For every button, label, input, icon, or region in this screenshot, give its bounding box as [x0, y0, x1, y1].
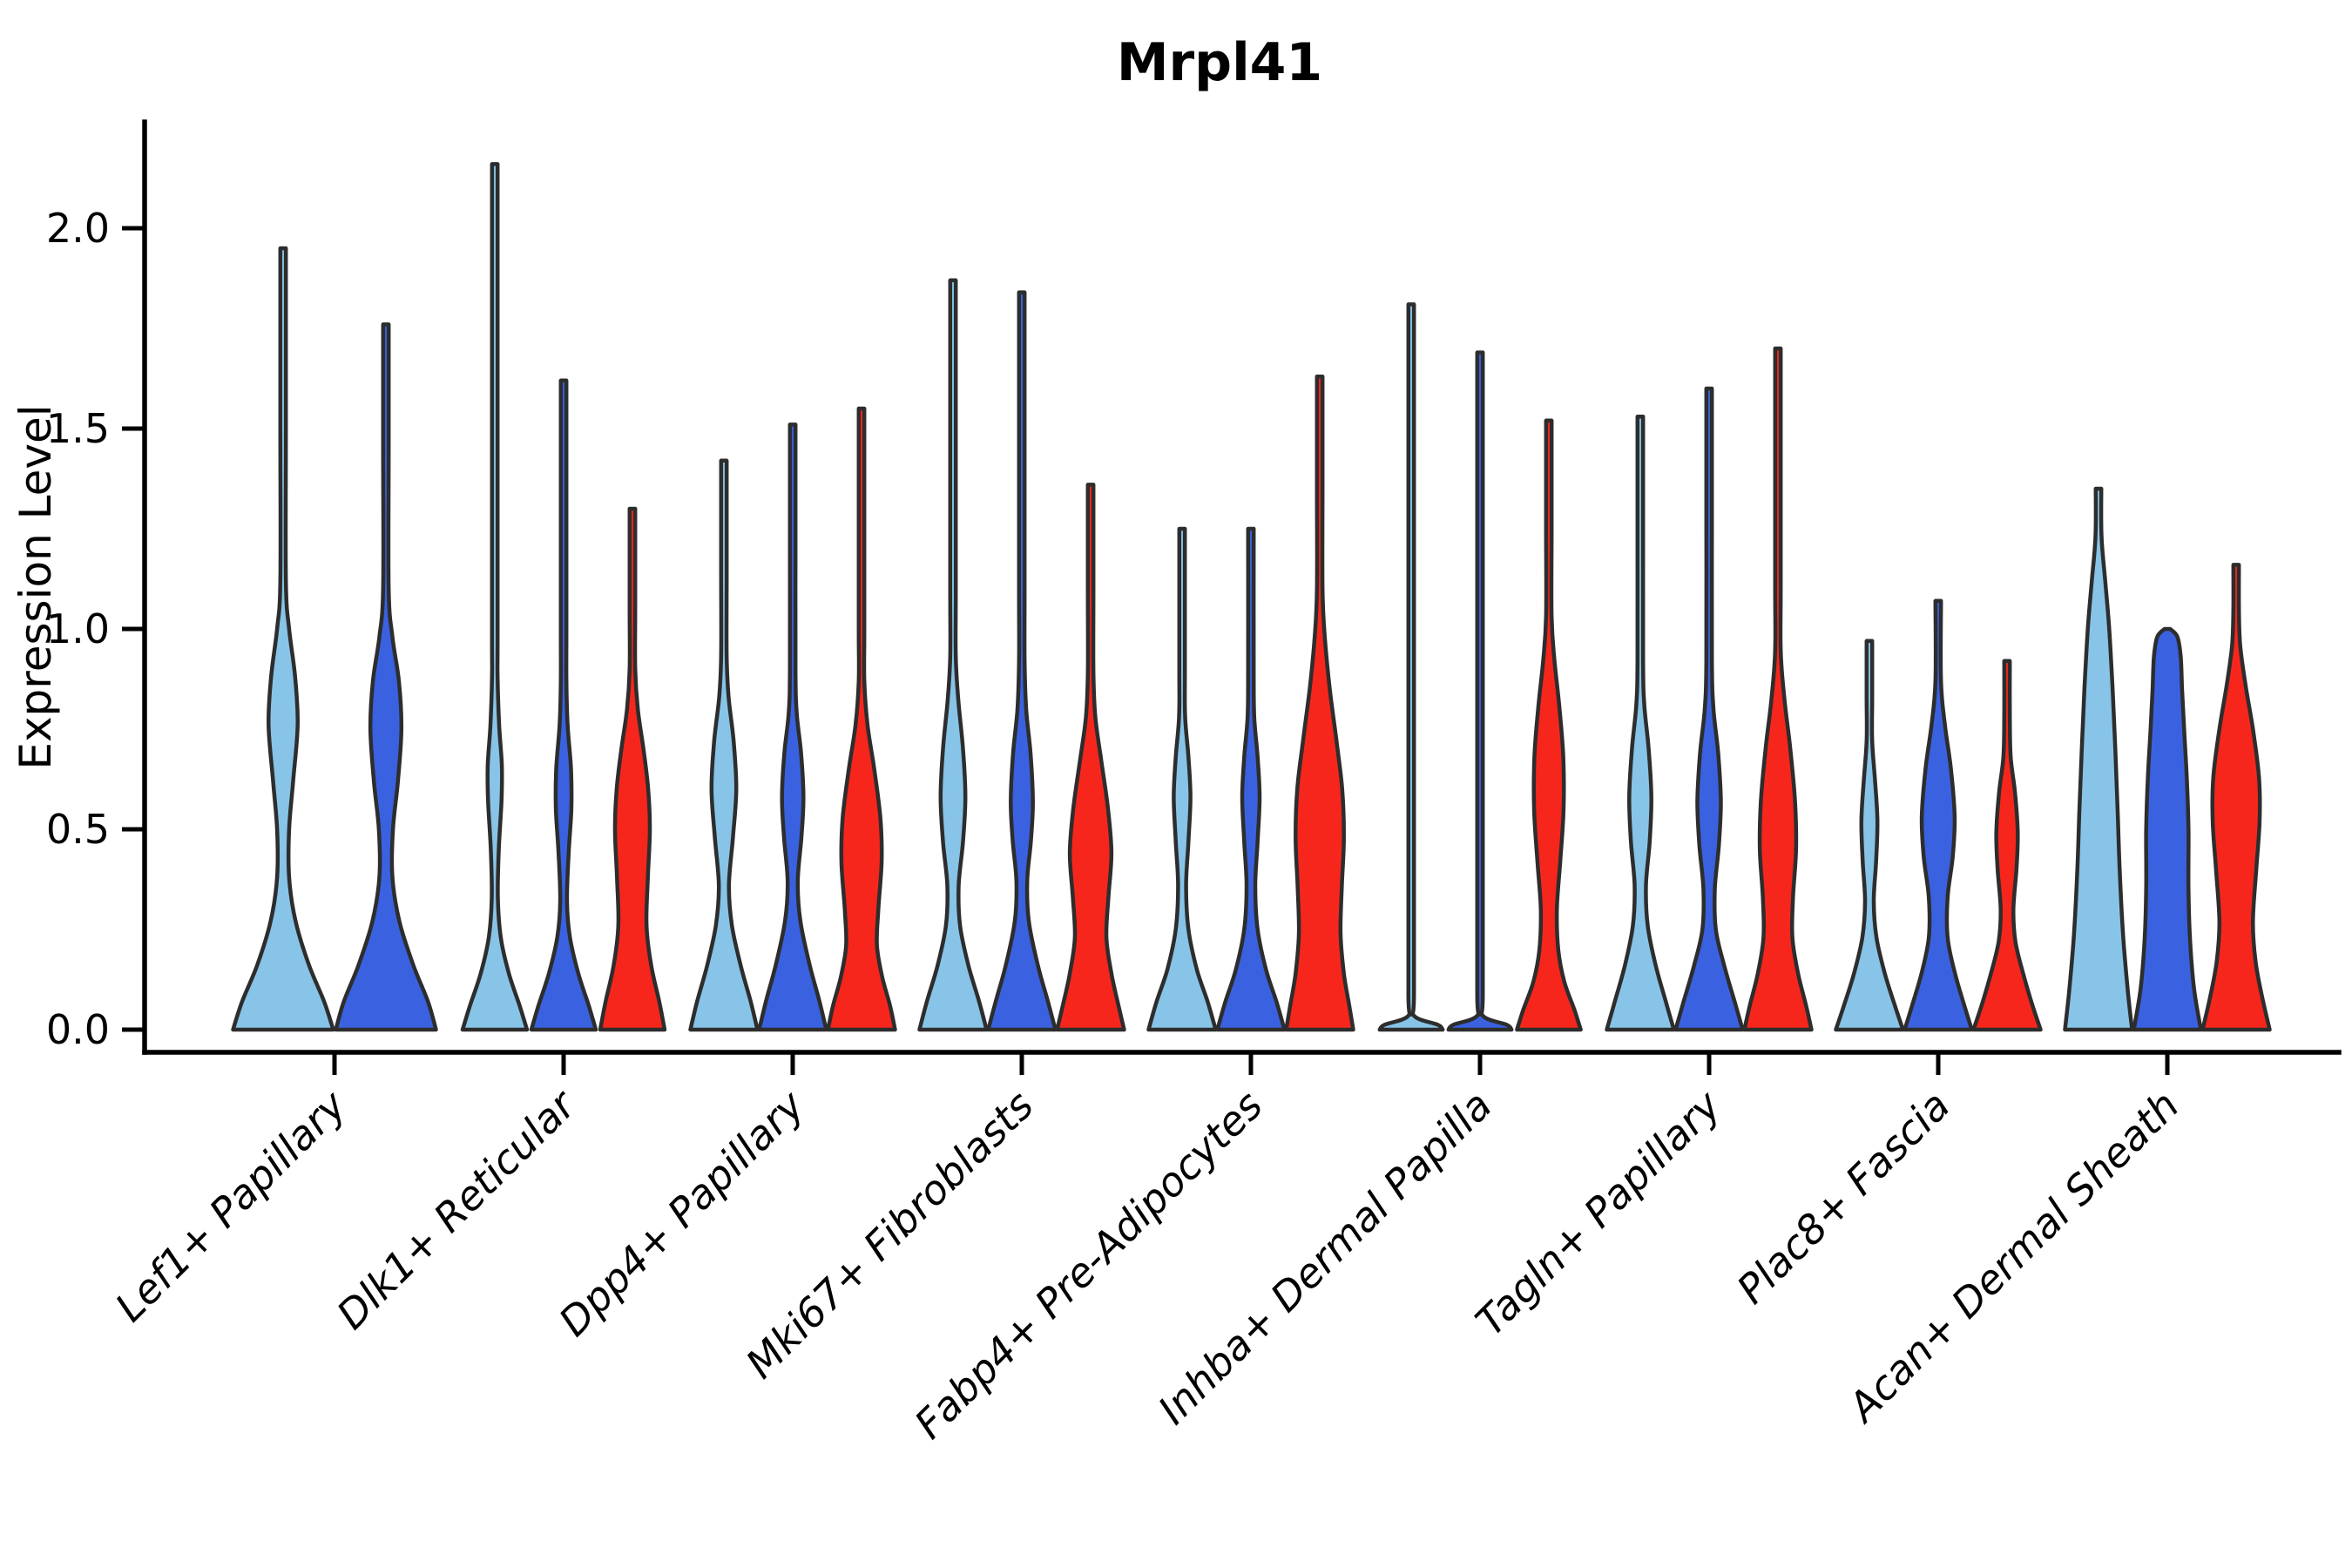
x-tick-label: Dlk1+ Reticular [328, 1079, 586, 1338]
y-tick-label: 0.0 [46, 1006, 110, 1053]
violin-layer [231, 162, 2272, 1032]
violin-6-light_blue [1377, 302, 1445, 1032]
y-tick-label: 1.0 [46, 605, 110, 652]
violin-4-red [1055, 483, 1126, 1032]
violin-3-dark_blue [757, 422, 828, 1032]
violin-4-dark_blue [986, 290, 1058, 1032]
violin-4-light_blue [917, 278, 989, 1032]
violin-2-red [598, 506, 667, 1032]
violin-7-light_blue [1605, 414, 1676, 1032]
violin-3-light_blue [688, 458, 760, 1032]
violin-1-light_blue [231, 246, 335, 1032]
violin-5-red [1284, 374, 1355, 1032]
y-tick-label: 0.5 [46, 806, 110, 853]
axes-layer [122, 119, 2342, 1075]
x-tick-label: Plac8+ Fascia [1727, 1082, 1958, 1313]
x-tick-label: Tagln+ Papillary [1466, 1081, 1730, 1345]
violin-1-dark_blue [334, 322, 438, 1032]
violin-2-dark_blue [529, 378, 598, 1032]
x-tick-label: Lef1+ Papillary [106, 1081, 355, 1330]
y-tick-label: 1.5 [46, 405, 110, 452]
x-tick-label: Dpp4+ Papillary [550, 1081, 814, 1345]
violin-5-light_blue [1146, 526, 1218, 1032]
y-axis-label: Expression Level [10, 404, 61, 769]
violin-8-light_blue [1834, 639, 1905, 1032]
violin-9-light_blue [2063, 486, 2134, 1032]
violin-6-dark_blue [1446, 350, 1514, 1032]
violin-6-red [1515, 418, 1583, 1032]
plot-title: Mrpl41 [1117, 32, 1322, 93]
y-tick-label: 2.0 [46, 205, 110, 252]
violin-7-dark_blue [1673, 386, 1745, 1032]
violin-3-red [826, 406, 897, 1032]
violin-8-red [1971, 659, 2043, 1032]
violin-9-red [2200, 563, 2272, 1032]
violin-8-dark_blue [1903, 598, 1974, 1032]
violin-9-dark_blue [2132, 626, 2203, 1032]
violin-2-light_blue [460, 162, 530, 1032]
violin-7-red [1742, 346, 1814, 1032]
violin-5-dark_blue [1215, 526, 1287, 1032]
